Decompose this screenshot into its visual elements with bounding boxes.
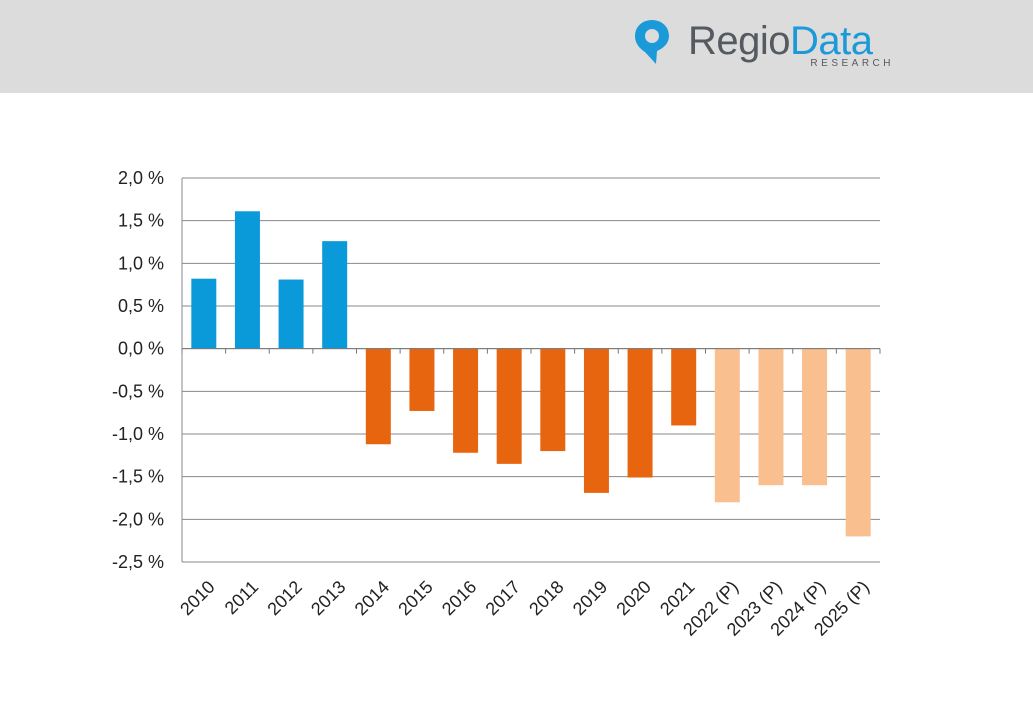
logo-regio-text: Regio [688,19,791,63]
x-tick-labels: 2010 2011 2012 2013 2014 2015 2016 2017 2018 2019… [176,577,873,640]
bar-2022-P [714,348,740,503]
y-tick-label: -2,5 % [112,552,164,572]
bars [191,211,871,537]
axes [181,178,881,562]
y-tick-label: 0,0 % [118,339,164,359]
bar-2011 [234,211,260,349]
x-tick-label: 2016 [438,577,480,619]
bar-2015 [409,348,435,411]
x-tick-label: 2011 [221,577,263,619]
y-tick-label: 1,5 % [118,211,164,231]
y-tick-label: -1,0 % [112,424,164,444]
y-tick-label: 0,5 % [118,296,164,316]
bar-2019 [583,348,609,493]
x-tick-label: 2014 [351,577,393,619]
bar-2020 [627,348,653,478]
y-tick-label: 2,0 % [118,168,164,188]
bar-2023-P [758,348,784,486]
bar-2010 [191,278,217,349]
x-tick-label: 2020 [612,577,654,619]
y-tick-labels: 2,0 % 1,5 % 1,0 % 0,5 % 0,0 % -0,5 % -1,0 % -1,… [112,168,164,572]
bar-chart: 2,0 % 1,5 % 1,0 % 0,5 % 0,0 % -0,5 % -1,0 % -1,… [112,168,881,640]
y-tick-label: 1,0 % [118,253,164,273]
y-tick-label: -1,5 % [112,467,164,487]
bar-2014 [365,348,391,445]
location-pin-icon [635,20,669,64]
logo-subtitle: RESEARCH [810,58,894,69]
bar-2012 [278,279,304,349]
bar-2025-P [845,348,871,537]
bar-2013 [322,241,348,349]
x-tick-label: 2018 [525,577,567,619]
x-tick-label: 2019 [569,577,611,619]
y-tick-label: -0,5 % [112,381,164,401]
logo-wordmark: RegioData [688,16,873,66]
bar-2018 [540,348,566,452]
bar-2021 [671,348,697,426]
x-tick-label: 2015 [394,577,436,619]
bar-2016 [453,348,479,453]
x-tick-label: 2010 [176,577,218,619]
x-tick-label: 2017 [482,577,524,619]
logo-data-text: Data [790,19,873,63]
bar-2017 [496,348,522,464]
regiodata-logo: RegioData RESEARCH [632,16,902,76]
x-tick-label: 2012 [263,577,305,619]
y-tick-label: -2,0 % [112,509,164,529]
header-bar: RegioData RESEARCH [0,0,1033,93]
x-tick-label: 2013 [307,577,349,619]
bar-2024-P [802,348,828,486]
